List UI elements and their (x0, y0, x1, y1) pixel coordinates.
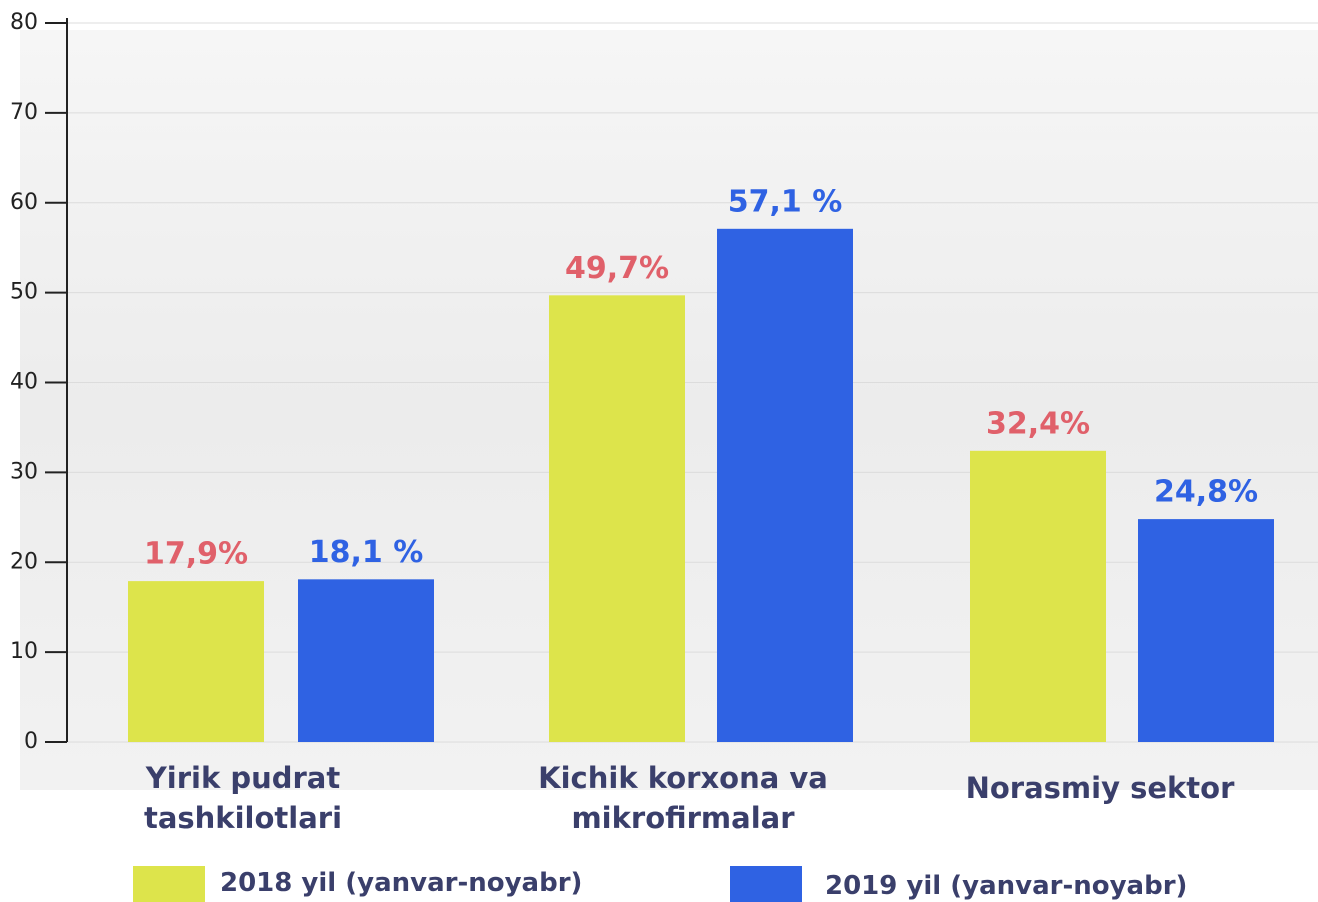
data-label: 17,9% (144, 537, 248, 572)
x-tick-label: Norasmiy sektor (965, 771, 1235, 805)
y-tick-label: 10 (10, 639, 38, 664)
y-tick-label: 70 (10, 100, 38, 125)
legend-label: 2019 yil (yanvar-noyabr) (825, 871, 1188, 901)
y-tick-label: 20 (10, 549, 38, 574)
bar (970, 450, 1106, 742)
y-tick-label: 0 (24, 729, 38, 754)
y-tick-label: 40 (10, 370, 38, 395)
bar (298, 579, 434, 742)
bar (717, 228, 853, 743)
y-tick-label: 80 (10, 10, 38, 35)
legend-swatch (133, 866, 205, 902)
data-label: 32,4% (986, 406, 1090, 441)
legend-swatch (730, 866, 802, 902)
y-tick-label: 60 (10, 190, 38, 215)
bar (1138, 519, 1274, 742)
x-tick-label: Kichik korxona va mikrofirmalar (538, 761, 828, 835)
bar (128, 581, 264, 742)
data-label: 57,1 % (728, 184, 843, 219)
y-tick-label: 50 (10, 280, 38, 305)
bar (549, 295, 685, 742)
y-tick-label: 30 (10, 459, 38, 484)
data-label: 49,7% (565, 251, 669, 286)
data-label: 24,8% (1154, 475, 1258, 510)
data-label: 18,1 % (309, 535, 424, 570)
x-tick-label: Yirik pudrat tashkilotlari (143, 761, 343, 835)
legend-label: 2018 yil (yanvar-noyabr) (220, 868, 583, 898)
